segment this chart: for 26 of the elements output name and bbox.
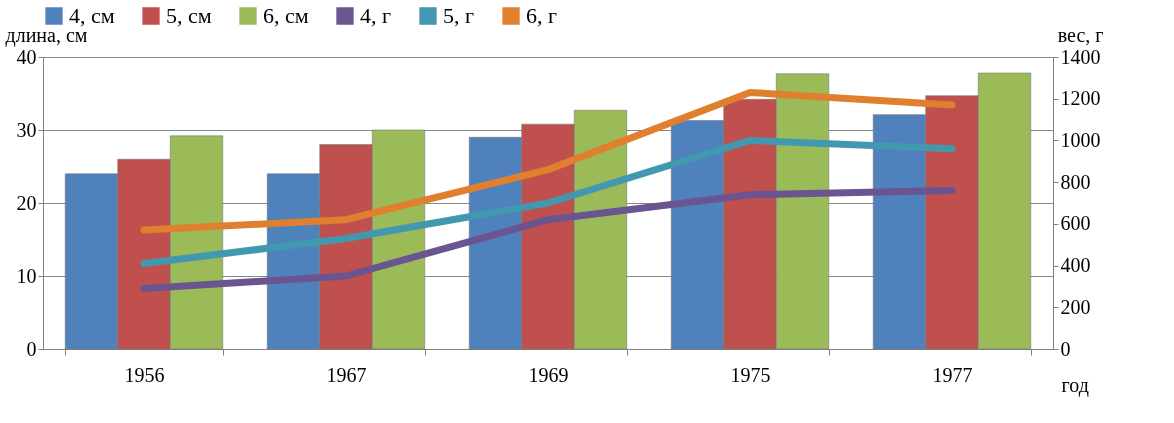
legend-label: 6, г — [526, 3, 558, 28]
y-tick-label: 40 — [16, 45, 37, 68]
y-tick-label: 30 — [16, 118, 37, 141]
x-axis-title: год — [1061, 373, 1089, 397]
legend-label: 5, см — [166, 3, 212, 28]
y2-tick-label: 400 — [1060, 254, 1091, 277]
y2-tick-label: 600 — [1060, 212, 1091, 235]
y2-tick-label: 1000 — [1060, 128, 1101, 151]
x-tick-label: 1969 — [528, 363, 569, 386]
y2-tick-label: 0 — [1060, 337, 1071, 360]
legend-label: 5, г — [443, 3, 475, 28]
y-tick-label: 20 — [16, 191, 37, 214]
y-tick-label: 10 — [16, 264, 37, 287]
y2-tick-label: 1400 — [1060, 45, 1101, 68]
legend-label: 4, см — [69, 3, 115, 28]
y-tick-label: 0 — [26, 337, 37, 360]
y2-tick-label: 800 — [1060, 170, 1091, 193]
legend-label: 4, г — [360, 3, 392, 28]
x-tick-label: 1956 — [124, 363, 165, 386]
y2-tick-label: 1200 — [1060, 87, 1101, 110]
y2-axis-title: вес, г — [1057, 23, 1104, 46]
x-tick-label: 1975 — [730, 363, 771, 386]
x-tick-label: 1977 — [932, 363, 973, 386]
legend-label: 6, см — [263, 3, 309, 28]
x-tick-label: 1967 — [326, 363, 367, 386]
y2-tick-label: 200 — [1060, 295, 1091, 318]
